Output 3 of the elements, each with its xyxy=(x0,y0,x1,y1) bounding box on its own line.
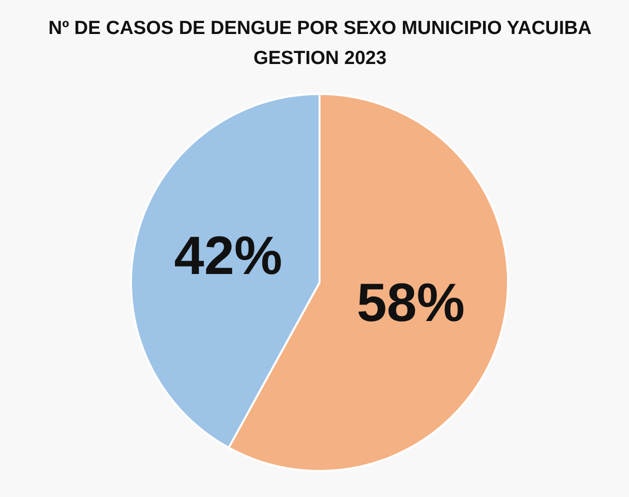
data-label: 58% xyxy=(356,272,465,333)
data-label: 42% xyxy=(174,226,282,286)
chart-title: Nº DE CASOS DE DENGUE POR SEXO MUNICIPIO YACUIBA GESTION 2023 xyxy=(47,17,593,71)
